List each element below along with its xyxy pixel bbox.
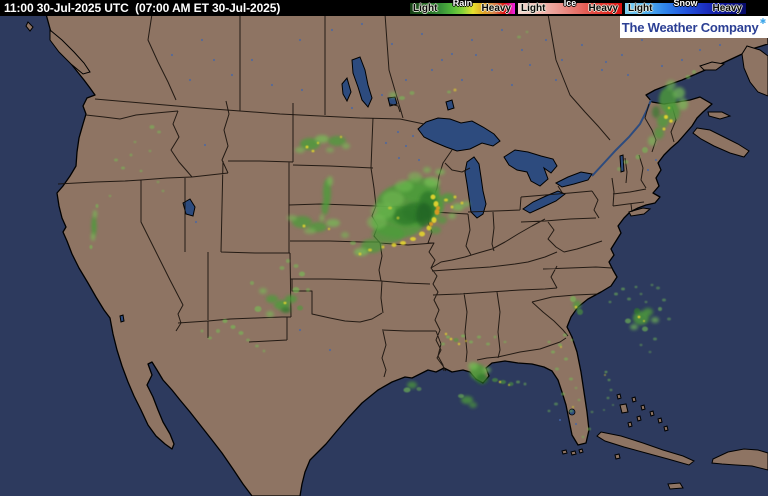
map-timestamp: 11:00 30-Jul-2025 UTC (07:00 AM ET 30-Ju… <box>4 1 281 15</box>
rain-light-label: Light <box>413 3 438 14</box>
ice-heavy-label: Heavy <box>588 3 618 14</box>
snow-light-label: Light <box>628 3 653 14</box>
ice-gradient-bar <box>518 3 622 14</box>
snow-heavy-label: Heavy <box>712 3 742 14</box>
top-status-bar: 11:00 30-Jul-2025 UTC (07:00 AM ET 30-Ju… <box>0 0 768 16</box>
legend-rain: Rain Light Heavy <box>410 0 515 16</box>
rain-gradient-bar <box>410 3 515 14</box>
islands <box>25 21 768 490</box>
rain-heavy-label: Heavy <box>481 3 511 14</box>
radar-precipitation-layer <box>89 30 696 439</box>
snow-gradient-bar <box>625 3 746 14</box>
weather-company-logo: The Weather Company ✱ <box>620 16 768 38</box>
ice-legend-label: Ice <box>563 0 577 8</box>
ice-light-label: Light <box>521 3 546 14</box>
weather-company-logo-text: The Weather Company <box>621 19 759 35</box>
state-borders <box>57 100 647 378</box>
rain-legend-label: Rain <box>452 0 473 8</box>
lake-specks <box>170 22 722 426</box>
snow-legend-label: Snow <box>673 0 698 8</box>
legend-snow: Snow Light Heavy <box>625 0 746 16</box>
north-america-landmass <box>45 13 768 496</box>
weather-company-mark-icon: ✱ <box>759 17 767 26</box>
lakes <box>119 56 625 323</box>
canada-borders <box>94 13 677 153</box>
legend-ice: Ice Light Heavy <box>518 0 622 16</box>
